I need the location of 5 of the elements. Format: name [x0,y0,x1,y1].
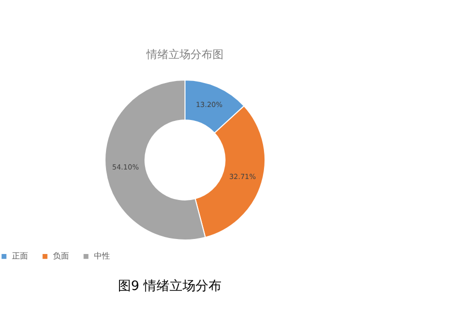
legend-label: 负面 [53,251,69,260]
legend-label: 中性 [94,251,110,260]
chart-title: 情绪立场分布图 [146,48,224,61]
caption: 图9 情绪立场分布 [118,278,222,295]
legend-label: 正面 [12,251,28,260]
